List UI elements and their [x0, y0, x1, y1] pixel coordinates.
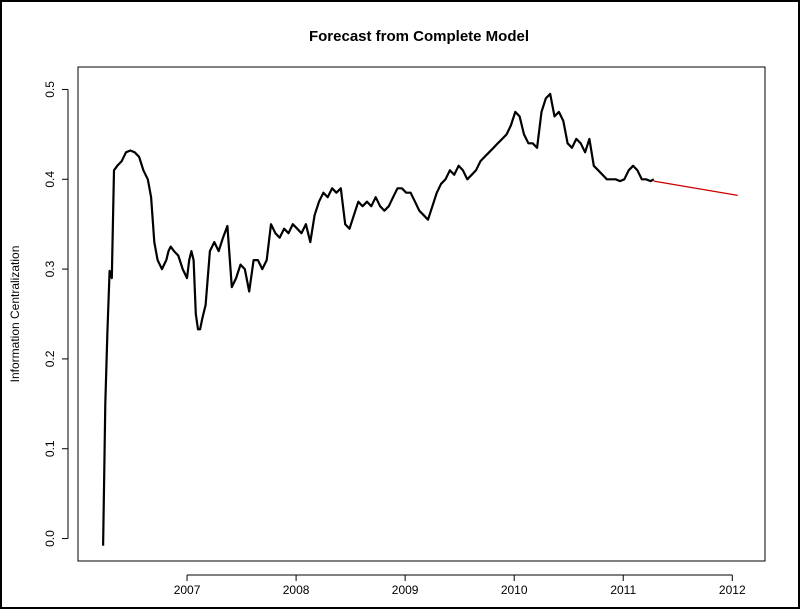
x-tick-label: 2007 [174, 583, 201, 597]
plot-area: 2007 2008 2009 2010 2011 2012 0.0 0.1 0.2 0.3 0.4 0… [43, 66, 766, 597]
y-tick-label: 0.4 [43, 171, 57, 188]
x-tick-label: 2010 [501, 583, 528, 597]
x-tick-label: 2009 [392, 583, 419, 597]
x-tick-label: 2008 [283, 583, 310, 597]
chart-title: Forecast from Complete Model [309, 28, 529, 45]
y-tick-label: 0.0 [43, 530, 57, 547]
y-tick-label: 0.1 [43, 440, 57, 457]
x-tick-label: 2012 [719, 583, 746, 597]
x-tick-label: 2011 [610, 583, 636, 597]
y-tick-label: 0.5 [43, 81, 57, 98]
y-tick-label: 0.3 [43, 260, 57, 277]
plot-box [77, 66, 766, 562]
series-line-forecast [653, 180, 738, 197]
series-line-observed [102, 92, 655, 546]
y-tick-label: 0.2 [43, 350, 57, 367]
y-axis-label: Information Centralization [8, 246, 22, 383]
